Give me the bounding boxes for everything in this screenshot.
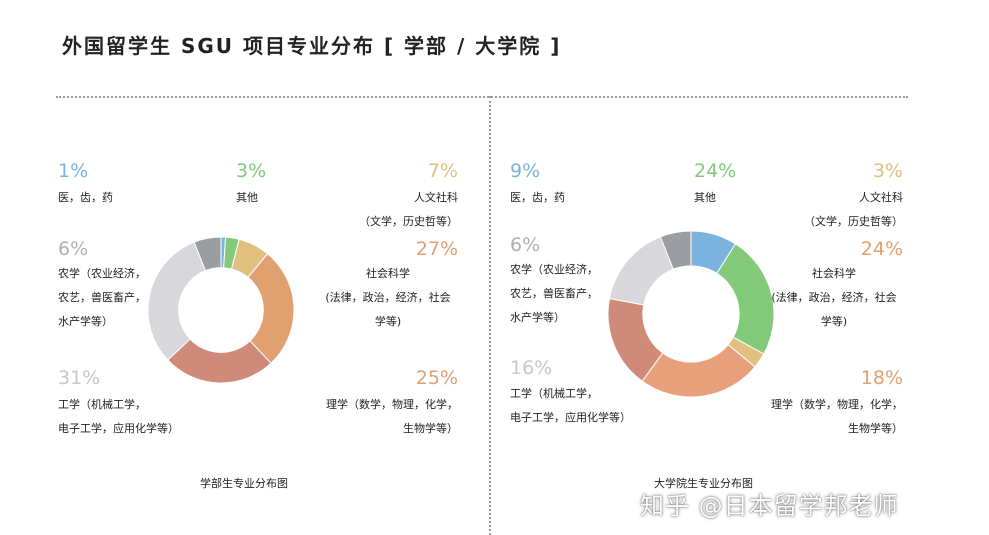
undergrad-pct-medicine: 1% — [58, 160, 89, 182]
page-title: 外国留学生 SGU 项目专业分布 [ 学部 / 大学院 ] — [62, 34, 562, 58]
undergrad-pct-engineering: 31% — [58, 367, 101, 389]
graduate-caption: 大学院生专业分布图 — [654, 477, 753, 490]
undergrad-slice-engineering — [147, 241, 207, 361]
horizontal-divider — [56, 96, 908, 98]
graduate-pct-science: 18% — [860, 367, 903, 389]
graduate-label-other: 其他 — [694, 191, 716, 204]
graduate-pct-humanities: 3% — [872, 160, 903, 182]
undergrad-pct-science: 25% — [415, 367, 458, 389]
undergrad-label-science: 理学（数学，物理，化学， 生物学等） — [326, 398, 458, 435]
graduate-slice-engineering — [608, 236, 674, 306]
undergrad-label-medicine: 医，齿，药 — [58, 191, 113, 204]
undergrad-donut — [147, 236, 295, 384]
undergrad-label-social: 社会科学 (法律，政治，经济，社会 学等) — [325, 267, 451, 328]
undergrad-pct-other: 3% — [236, 160, 267, 182]
undergrad-label-engineering: 工学（机械工学， 电子工学，应用化学等） — [58, 398, 179, 435]
graduate-pct-agriculture: 6% — [510, 234, 541, 256]
vertical-divider — [489, 96, 491, 535]
graduate-donut — [607, 230, 775, 398]
undergrad-label-other: 其他 — [236, 191, 258, 204]
undergrad-pct-agriculture: 6% — [58, 238, 89, 260]
undergrad-pct-humanities: 7% — [427, 160, 458, 182]
graduate-label-engineering: 工学（机械工学， 电子工学，应用化学等） — [510, 387, 631, 424]
graduate-label-agriculture: 农学（农业经济， 农艺，兽医畜产， 水产学等） — [510, 263, 598, 324]
undergrad-slice-agriculture — [193, 236, 222, 272]
graduate-label-humanities: 人文社科 （文学，历史哲等） — [804, 191, 903, 228]
graduate-pct-medicine: 9% — [510, 160, 541, 182]
undergrad-pct-social: 27% — [415, 238, 458, 260]
graduate-label-medicine: 医，齿，药 — [510, 191, 565, 204]
watermark-text: 知乎 @日本留学邦老师 — [640, 492, 899, 520]
graduate-pct-other: 24% — [694, 160, 737, 182]
graduate-slice-agriculture — [659, 230, 692, 270]
undergrad-caption: 学部生专业分布图 — [200, 477, 288, 490]
undergrad-label-humanities: 人文社科 （文学，历史哲等） — [359, 191, 458, 228]
graduate-label-social: 社会科学 (法律，政治，经济，社会 学等) — [771, 267, 897, 328]
graduate-label-science: 理学（数学，物理，化学， 生物学等） — [771, 398, 903, 435]
undergrad-label-agriculture: 农学（农业经济， 农艺，兽医畜产， 水产学等） — [58, 267, 146, 328]
graduate-pct-engineering: 16% — [510, 357, 553, 379]
graduate-pct-social: 24% — [860, 238, 903, 260]
